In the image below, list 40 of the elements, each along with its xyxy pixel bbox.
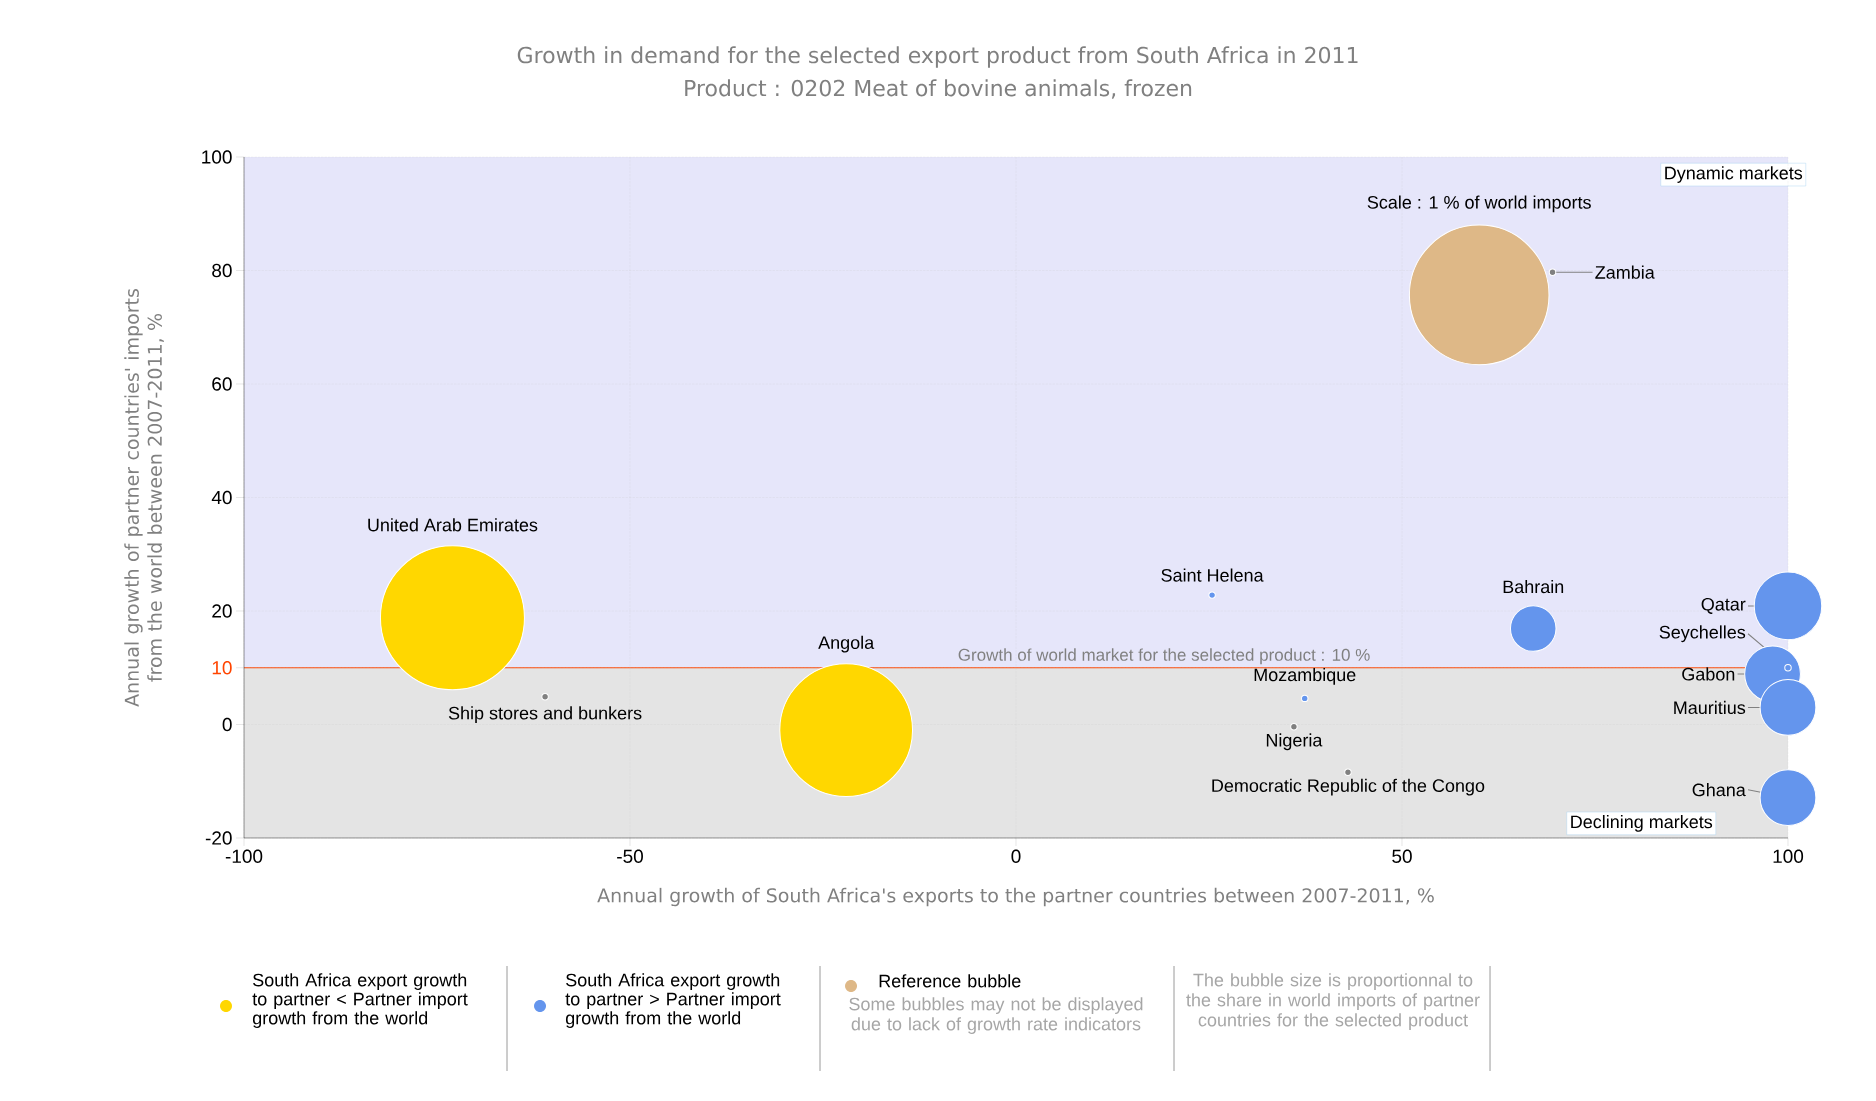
annotation: Democratic Republic of the Congo [1212, 778, 1485, 796]
chart-title: Growth in demand for the selected export product from South Africa in 2011 [517, 46, 1358, 68]
annotation: Zambia [1595, 265, 1655, 279]
annotation: Bahrain [1503, 579, 1564, 594]
annotation: Mauritius [1674, 700, 1746, 715]
annotation: Scale : 1 % of world imports [1367, 195, 1591, 213]
y-tick-label: 10 [212, 661, 232, 675]
legend-label: Reference bubble [879, 974, 1021, 988]
y-tick-label: 60 [212, 377, 232, 391]
y-tick-label: 20 [212, 604, 232, 618]
y-tick-label: 0 [222, 717, 232, 732]
y-tick-label: -20 [205, 831, 232, 845]
legend-label: South Africa export growth to partner < Partner import growth from the world [252, 973, 468, 1028]
annotation: Seychelles [1659, 625, 1746, 643]
legend-label: South Africa export growth to partner > Partner import growth from the world [565, 973, 781, 1028]
annotation: Ghana [1692, 783, 1746, 797]
annotation: Mozambique [1254, 668, 1356, 685]
annotation: Gabon [1682, 667, 1735, 681]
x-tick-label: -100 [225, 849, 263, 863]
annotation: Qatar [1701, 597, 1746, 614]
x-tick-label: -50 [617, 849, 643, 863]
x-tick-label: 100 [1773, 849, 1804, 863]
x-tick-label: 50 [1392, 849, 1412, 863]
chart-subtitle: Product : 0202 Meat of bovine animals, frozen [685, 79, 1192, 99]
band-label: Declining markets [1571, 815, 1713, 832]
y-axis-title: Annual growth of partner countries' imports from the world between 2007-2011, % [124, 289, 164, 707]
y-tick-label: 100 [202, 150, 232, 164]
text: Some bubbles may not be displayed due to lack of growth rate indicators [849, 997, 1143, 1034]
ref-line-label: Growth of world market for the selected product : 10 % [958, 648, 1370, 665]
y-tick-label: 80 [212, 263, 232, 278]
annotation: Nigeria [1266, 733, 1323, 751]
text: The bubble size is proportionnal to the share in world imports of partner countries for the selected product [1186, 973, 1480, 1030]
annotation: Ship stores and bunkers [448, 706, 642, 724]
annotation: Angola [818, 635, 875, 653]
annotation: Saint Helena [1161, 568, 1264, 582]
annotation: United Arab Emirates [368, 518, 538, 532]
x-axis-title: Annual growth of South Africa's exports to the partner countries between 2007-2011, % [597, 887, 1434, 907]
band-label: Dynamic markets [1665, 166, 1803, 183]
y-tick-label: 40 [211, 490, 232, 505]
x-tick-label: 0 [1011, 849, 1021, 863]
